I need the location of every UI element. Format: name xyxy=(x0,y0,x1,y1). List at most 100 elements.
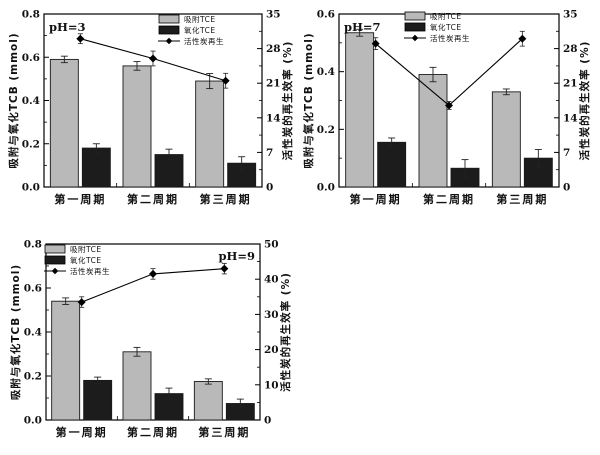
left-tick-label: 0.4 xyxy=(24,327,42,339)
bar xyxy=(377,141,407,188)
left-tick-label: 0.6 xyxy=(317,9,335,21)
bar xyxy=(122,351,152,421)
right-axis-title: 活性炭的再生效率 (%) xyxy=(279,272,292,392)
category-label: 第一周期 xyxy=(54,192,106,206)
legend-swatch xyxy=(404,22,426,32)
legend-label: 氧化TCE xyxy=(184,25,216,35)
bar xyxy=(122,65,152,188)
left-axis-title: 吸附与氧化TCB (mmol) xyxy=(302,32,315,168)
chart-ph7: 0.0 0.2 0.4 0.6 0 7 14 21 28 35 第一周期 第二周期 第三周期 吸附TCE氧… xyxy=(302,9,591,207)
regeneration-line xyxy=(76,33,230,89)
diamond-marker xyxy=(149,269,157,278)
category-label: 第二周期 xyxy=(127,192,179,206)
left-axis-title: 吸附与氧化TCB (mmol) xyxy=(7,32,20,168)
left-tick-label: 0.4 xyxy=(22,95,40,107)
left-tick-label: 0.2 xyxy=(317,124,335,136)
left-tick-label: 0.4 xyxy=(317,66,335,78)
right-tick-label: 20 xyxy=(264,344,279,356)
regeneration-line xyxy=(77,262,229,308)
legend-label: 吸附TCE xyxy=(430,12,462,21)
ph-label: pH=3 xyxy=(49,20,86,34)
oxidize-tce-bars xyxy=(83,376,255,421)
right-tick-label: 14 xyxy=(563,112,578,124)
legend-diamond xyxy=(165,37,173,45)
category-label: 第一周期 xyxy=(56,425,108,439)
bar xyxy=(51,300,81,421)
legend-swatch xyxy=(158,14,180,24)
adsorb-tce-bars xyxy=(49,55,225,188)
category-label: 第三周期 xyxy=(496,192,548,206)
right-tick-label: 28 xyxy=(266,43,281,55)
regeneration-line xyxy=(371,30,527,110)
legend-swatch xyxy=(44,255,66,265)
right-tick-label: 7 xyxy=(266,147,273,159)
legend-label: 活性炭再生 xyxy=(184,36,224,46)
ph-label: pH=7 xyxy=(344,20,381,34)
bar xyxy=(193,381,223,421)
diamond-marker xyxy=(77,298,86,307)
right-tick-label: 30 xyxy=(264,309,279,321)
right-tick-label: 0 xyxy=(264,415,271,427)
oxidize-tce-bars xyxy=(377,137,553,188)
right-tick-label: 35 xyxy=(266,9,281,21)
chart-ph9: 0.0 0.2 0.4 0.6 0.8 0 10 20 30 40 50 第一周期 第二周期 第三周期 吸附… xyxy=(9,239,292,440)
left-tick-label: 0.2 xyxy=(24,371,42,383)
right-tick-label: 7 xyxy=(563,147,570,159)
category-label: 第二周期 xyxy=(423,192,475,206)
right-axis-title: 活性炭的再生效率 (%) xyxy=(281,41,294,161)
right-tick-label: 21 xyxy=(563,78,578,90)
diamond-marker xyxy=(220,264,229,273)
oxidize-tce-bars xyxy=(81,143,257,188)
legend-swatch xyxy=(44,244,66,254)
bar xyxy=(345,32,375,188)
legend-label: 氧化TCE xyxy=(70,255,102,265)
bar xyxy=(491,91,521,188)
legend-diamond xyxy=(51,267,59,275)
diamond-marker xyxy=(76,34,85,43)
diamond-marker xyxy=(371,39,380,48)
right-tick-label: 0 xyxy=(563,182,570,194)
bar xyxy=(81,147,111,188)
adsorb-tce-bars xyxy=(345,28,521,188)
left-tick-label: 0.0 xyxy=(22,182,40,194)
bar xyxy=(418,74,448,188)
category-label: 第三周期 xyxy=(200,192,252,206)
right-tick-label: 40 xyxy=(264,274,279,286)
legend-swatch xyxy=(158,25,180,35)
category-label: 第三周期 xyxy=(198,425,250,439)
left-tick-label: 0.8 xyxy=(24,239,42,251)
bar xyxy=(195,80,225,188)
right-tick-label: 35 xyxy=(563,9,578,21)
right-tick-label: 28 xyxy=(563,43,578,55)
right-tick-label: 50 xyxy=(264,239,279,251)
left-tick-label: 0.0 xyxy=(317,182,335,194)
bar xyxy=(49,58,79,188)
legend-label: 吸附TCE xyxy=(184,15,216,24)
chart-ph3: 0.0 0.2 0.4 0.6 0.8 0 7 14 21 28 35 第一周期 第二周期 第三周期 吸附T… xyxy=(7,9,294,207)
right-tick-label: 21 xyxy=(266,78,281,90)
right-tick-label: 14 xyxy=(266,112,281,124)
left-tick-label: 0.0 xyxy=(24,415,42,427)
legend-label: 活性炭再生 xyxy=(70,266,110,276)
right-tick-label: 10 xyxy=(264,379,279,391)
right-tick-label: 0 xyxy=(266,182,273,194)
bar xyxy=(83,379,113,421)
adsorb-tce-bars xyxy=(51,297,223,421)
diamond-marker xyxy=(445,101,453,110)
left-axis-title: 吸附与氧化TCB (mmol) xyxy=(9,264,22,400)
right-axis-title: 活性炭的再生效率 (%) xyxy=(578,41,591,161)
legend-label: 氧化TCE xyxy=(430,22,462,32)
category-label: 第一周期 xyxy=(350,192,402,206)
left-tick-label: 0.6 xyxy=(24,283,42,295)
diamond-marker xyxy=(518,34,527,43)
left-tick-label: 0.2 xyxy=(22,138,40,150)
left-tick-label: 0.6 xyxy=(22,52,40,64)
legend-diamond xyxy=(411,34,419,42)
diamond-marker xyxy=(149,54,157,63)
diamond-marker xyxy=(221,76,230,85)
left-tick-label: 0.8 xyxy=(22,9,40,21)
